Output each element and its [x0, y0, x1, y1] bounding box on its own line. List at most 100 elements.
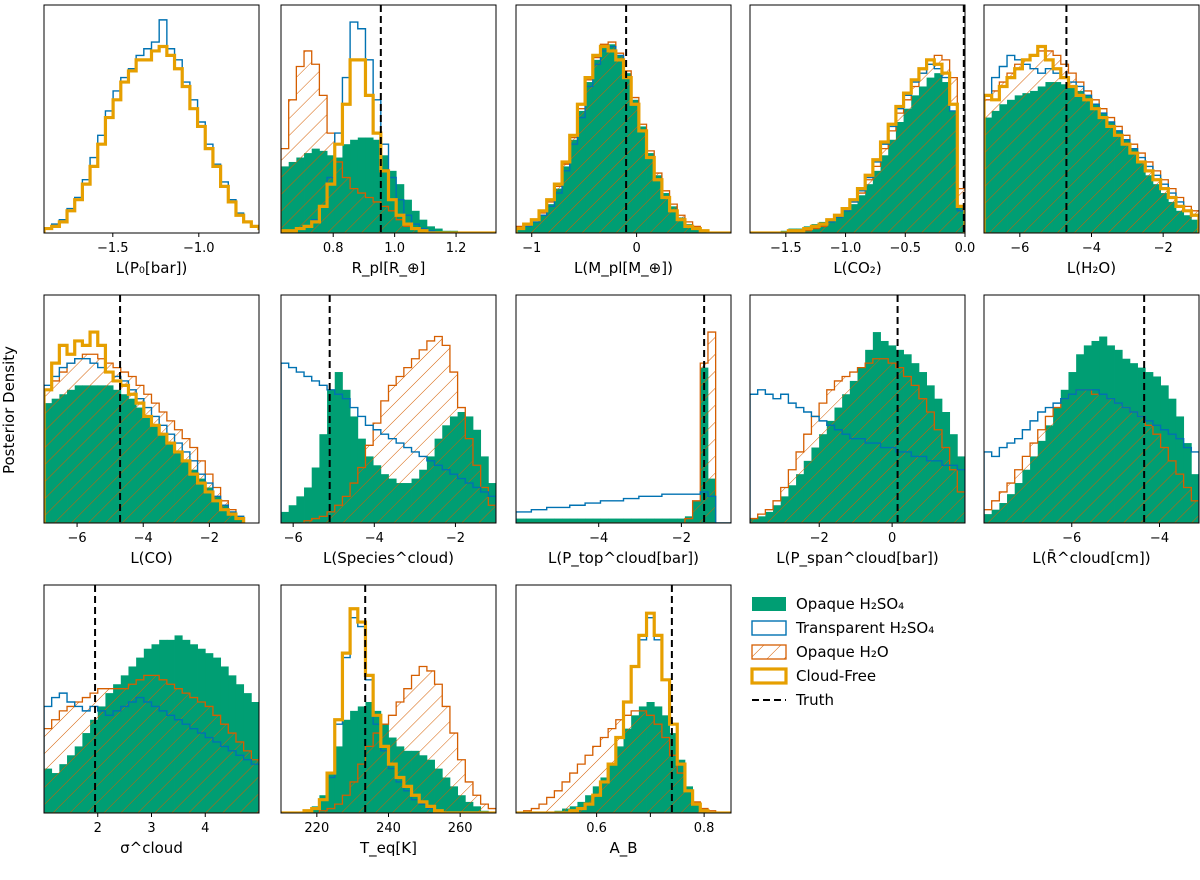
plot-area [281, 295, 496, 523]
x-tick-label: 0.6 [586, 821, 607, 836]
bar-opaque-h2so4 [342, 719, 351, 813]
x-tick-label: −1.5 [770, 241, 802, 256]
bar-opaque-h2so4 [426, 226, 435, 233]
hist-cloud-free [281, 607, 496, 813]
axes-frame [280, 4, 497, 234]
legend-item-truth: Truth [752, 691, 834, 709]
axes-frame [749, 4, 966, 234]
panel-4: −6 −4 −2 L(H₂O) [983, 4, 1200, 277]
bar-opaque-h2so4 [304, 487, 313, 523]
hist-transparent-h2so4 [44, 692, 259, 813]
legend-item-transparent_h2so4: Transparent H₂SO₄ [751, 619, 934, 637]
legend-swatch [751, 620, 787, 636]
bar-opaque-h2so4 [539, 518, 548, 523]
hist-opaque-h2o [281, 665, 496, 813]
x-axis-label: L(R̄^cloud[cm]) [1032, 548, 1150, 567]
hist-transparent-h2so4 [281, 362, 496, 523]
panels-group: −1.5 −1.0 L(P₀[bar]) 0.8 1.0 1.2 R_pl[R_⊕] −1 0 L… [43, 4, 1200, 858]
x-tick-label: −2 [446, 531, 465, 546]
panel-6: −6 −4 −2 L(Species^cloud) [280, 294, 497, 567]
axes-frame [515, 584, 732, 814]
axes-frame [749, 294, 966, 524]
bar-opaque-h2so4 [677, 518, 686, 523]
bar-opaque-h2so4 [434, 228, 443, 233]
axes-frame [43, 294, 260, 524]
legend-swatch [750, 667, 788, 685]
legend-swatch [751, 644, 787, 660]
x-tick-label: −0.5 [889, 241, 921, 256]
bar-opaque-h2so4 [403, 199, 412, 233]
legend-item-opaque_h2o: Opaque H₂O [751, 643, 889, 661]
panel-12: 0.6 0.8 A_B [515, 584, 732, 858]
legend-item-cloud_free: Cloud-Free [750, 667, 876, 685]
legend: Opaque H₂SO₄ Transparent H₂SO₄ Opaque H₂O C… [750, 595, 934, 709]
hist-transparent-h2so4 [984, 389, 1199, 523]
bar-opaque-h2so4 [615, 518, 624, 523]
bar-opaque-h2so4 [319, 795, 328, 813]
legend-label: Transparent H₂SO₄ [795, 619, 934, 637]
bar-opaque-h2so4 [585, 518, 594, 523]
bar-opaque-h2so4 [631, 518, 640, 523]
x-tick-label: 1.2 [446, 241, 467, 256]
bar-opaque-h2so4 [350, 139, 359, 233]
axes-frame [983, 294, 1200, 524]
axes-frame [43, 4, 260, 234]
x-tick-label: −6 [1062, 531, 1081, 546]
hist-opaque-h2o [516, 331, 731, 523]
x-tick-label: 260 [448, 821, 473, 836]
bar-opaque-h2so4 [516, 518, 525, 523]
x-tick-label: 0.8 [323, 241, 344, 256]
plot-area [516, 5, 731, 233]
x-axis-label: L(P_span^cloud[bar]) [776, 549, 938, 568]
x-tick-label: −2 [672, 531, 691, 546]
x-axis-label: σ^cloud [120, 839, 183, 857]
bar-opaque-h2so4 [365, 137, 374, 233]
plot-area [750, 295, 965, 523]
axes-frame [280, 294, 497, 524]
plot-area [44, 585, 259, 813]
bar-opaque-h2so4 [327, 389, 336, 523]
x-tick-label: 0.0 [955, 241, 976, 256]
bar-opaque-h2so4 [281, 511, 290, 523]
x-axis-label: L(P₀[bar]) [116, 259, 188, 277]
hist-opaque-h2o [984, 389, 1199, 523]
x-tick-label: 4 [201, 821, 209, 836]
panel-5: −6 −4 −2 L(CO) [43, 294, 260, 567]
panel-7: −4 −2 L(P_top^cloud[bar]) [515, 294, 732, 568]
plot-area [750, 5, 965, 233]
bar-opaque-h2so4 [373, 139, 382, 233]
x-axis-label: L(Species^cloud) [323, 549, 454, 567]
x-tick-label: −4 [365, 531, 384, 546]
bar-opaque-h2so4 [334, 746, 343, 813]
x-tick-label: 2 [94, 821, 102, 836]
bar-opaque-h2so4 [957, 456, 965, 523]
x-axis-label: L(CO₂) [833, 259, 881, 277]
bar-opaque-h2so4 [411, 210, 420, 233]
bar-opaque-h2so4 [350, 710, 359, 813]
bar-opaque-h2so4 [569, 518, 578, 523]
bar-opaque-h2so4 [638, 518, 647, 523]
x-tick-label: −2 [1154, 241, 1173, 256]
x-axis-label: R_pl[R_⊕] [352, 259, 426, 278]
x-axis-label: L(CO) [130, 549, 172, 567]
hist-cloud-free [516, 44, 731, 233]
plot-area [281, 5, 496, 233]
bar-opaque-h2so4 [1175, 416, 1185, 523]
bar-opaque-h2so4 [1191, 474, 1199, 523]
bar-opaque-h2so4 [654, 518, 663, 523]
x-axis-label: T_eq[K] [359, 839, 417, 858]
hist-cloud-free [44, 44, 259, 233]
panel-0: −1.5 −1.0 L(P₀[bar]) [43, 4, 260, 277]
hist-opaque-h2o [281, 50, 496, 233]
bar-opaque-h2so4 [646, 518, 655, 523]
x-tick-label: 0 [632, 241, 640, 256]
legend-label: Cloud-Free [796, 667, 876, 685]
x-axis-label: L(P_top^cloud[bar]) [548, 549, 699, 568]
bar-opaque-h2so4 [357, 706, 366, 813]
plot-area [516, 585, 731, 813]
bar-opaque-h2so4 [488, 483, 496, 523]
x-tick-label: 240 [376, 821, 401, 836]
bar-opaque-h2so4 [327, 773, 336, 813]
hist-cloud-free [750, 58, 965, 233]
